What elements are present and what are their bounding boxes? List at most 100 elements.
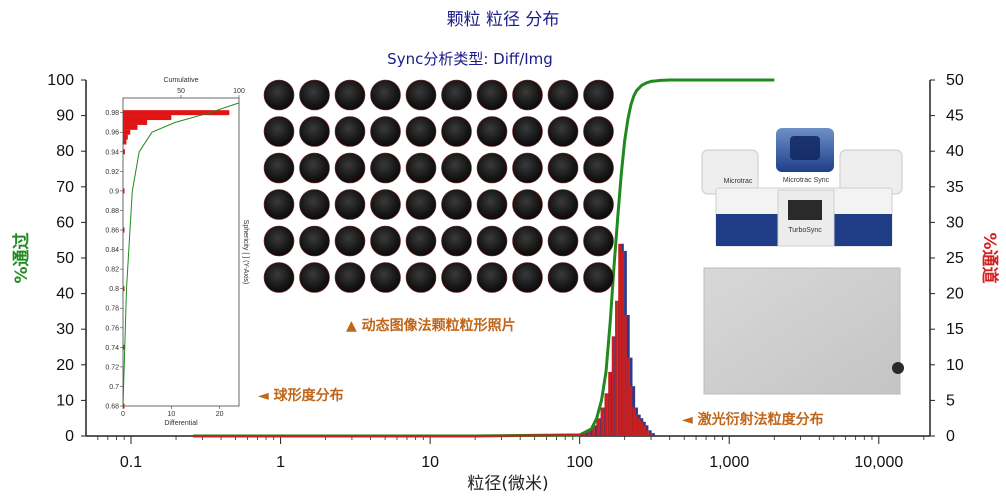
channel-bar-blue <box>652 433 655 436</box>
channel-bar-red <box>618 243 622 436</box>
right-tick-label: 50 <box>946 72 964 89</box>
inset-y-label: 0.92 <box>105 169 119 176</box>
particle-photo <box>334 79 366 111</box>
right-tick-label: 15 <box>946 321 964 338</box>
particle-photo <box>334 189 366 220</box>
left-tick-label: 80 <box>56 143 74 160</box>
particle-photo <box>441 189 472 220</box>
particle-photo <box>583 116 614 147</box>
inset-y-label: 0.94 <box>105 149 119 156</box>
particle-photo <box>547 152 579 184</box>
channel-bar-blue <box>590 428 594 436</box>
particle-photo <box>583 225 614 257</box>
inset-cumulative-line <box>122 102 240 407</box>
particle-photo <box>263 152 295 184</box>
x-tick-label: 0.1 <box>120 454 142 471</box>
x-tick-label: 10 <box>421 454 439 471</box>
channel-bar-red <box>591 425 595 436</box>
channel-bar-red <box>615 300 618 436</box>
inset-y-label: 0.98 <box>105 110 119 117</box>
particle-photo <box>476 225 508 257</box>
inset-bottom-tick-label: 20 <box>216 411 224 418</box>
particle-photo <box>299 262 330 293</box>
particle-photo <box>405 79 437 111</box>
right-tick-label: 45 <box>946 108 964 125</box>
instrument-panel-label: TurboSync <box>788 227 822 234</box>
channel-bar-red <box>611 336 615 436</box>
inset-y-label: 0.68 <box>105 404 119 411</box>
instrument-brand-label: Microtrac Sync <box>783 177 830 184</box>
channel-bar-red <box>596 418 600 436</box>
channel-bar-red <box>646 430 649 436</box>
channel-bar-blue <box>648 430 652 436</box>
inset-differential-bar <box>123 286 125 292</box>
right-y-axis: 0 5 10 15 20 25 30 35 40 45 50 <box>930 72 964 445</box>
particle-photo <box>441 116 472 147</box>
right-tick-label: 10 <box>946 357 964 374</box>
particle-photo <box>547 225 579 257</box>
series-lines <box>193 78 775 438</box>
right-tick-label: 30 <box>946 214 964 231</box>
particle-photo <box>405 116 437 147</box>
channel-bar-red <box>637 418 641 436</box>
inset-differential-bar <box>123 110 230 116</box>
chart-subtitle: Sync分析类型: Diff/Img <box>387 50 553 68</box>
particle-photo <box>512 79 543 111</box>
channel-bar-red <box>624 314 627 436</box>
particle-photo <box>547 79 579 111</box>
left-y-axis: 0 10 20 30 40 50 60 70 80 90 100 <box>47 72 86 445</box>
right-tick-label: 0 <box>946 428 955 445</box>
channel-bar-blue <box>585 432 589 436</box>
channel-bar-red <box>649 433 653 436</box>
inset-bottom-tick-label: 0 <box>121 411 125 418</box>
inset-cumulative-polyline <box>122 102 240 407</box>
particle-photo <box>583 262 614 293</box>
inset-y-label: 0.78 <box>105 306 119 313</box>
inset-y-label: 0.96 <box>105 130 119 137</box>
particle-photo <box>299 79 330 111</box>
particle-photo <box>547 262 579 293</box>
left-tick-label: 0 <box>65 428 74 445</box>
channel-bar-red <box>587 428 591 436</box>
inset-top-label: Cumulative <box>163 77 198 84</box>
left-tick-label: 50 <box>56 250 74 267</box>
particle-photo <box>299 225 330 257</box>
particle-photo <box>263 262 295 293</box>
particle-photo <box>476 79 508 111</box>
particle-photo <box>334 152 366 184</box>
x-tick-label: 100 <box>566 454 593 471</box>
left-tick-label: 100 <box>47 72 74 89</box>
left-tick-label: 60 <box>56 214 74 231</box>
right-tick-label: 35 <box>946 179 964 196</box>
x-tick-label: 1 <box>276 454 285 471</box>
channel-bar-red <box>626 357 630 436</box>
left-tick-label: 90 <box>56 108 74 125</box>
particle-photo <box>441 262 472 293</box>
inset-y-label: 0.9 <box>109 188 119 195</box>
particle-photo <box>299 189 330 220</box>
sphericity-inset: Cumulative Differential Sphericity [ ] (… <box>88 76 252 434</box>
channel-bar-red <box>621 250 625 436</box>
x-tick-label: 1,000 <box>709 454 749 471</box>
inset-y-label: 0.76 <box>105 325 119 332</box>
channel-baseline-line <box>193 432 587 437</box>
particle-photo <box>263 189 295 220</box>
instrument-side-label: Microtrac <box>724 178 753 185</box>
inset-y-label: 0.88 <box>105 208 119 215</box>
inset-differential-bar <box>123 115 172 121</box>
channel-bar-red <box>640 421 643 436</box>
particle-photo <box>263 116 295 147</box>
particle-photo <box>441 79 472 111</box>
particle-photo <box>583 189 614 220</box>
x-tick-label: 10,000 <box>854 454 903 471</box>
inset-differential-bar <box>123 119 148 125</box>
cumulative-line <box>193 78 775 438</box>
sphericity-annotation: ◄ 球形度分布 <box>258 387 344 404</box>
laser-diffraction-image <box>703 267 904 395</box>
particle-photo <box>299 116 330 147</box>
left-tick-label: 20 <box>56 357 74 374</box>
instrument-image: Microtrac Sync Microtrac TurboSync <box>701 128 903 247</box>
inset-differential-bar <box>123 124 138 130</box>
particle-photo <box>370 116 401 147</box>
